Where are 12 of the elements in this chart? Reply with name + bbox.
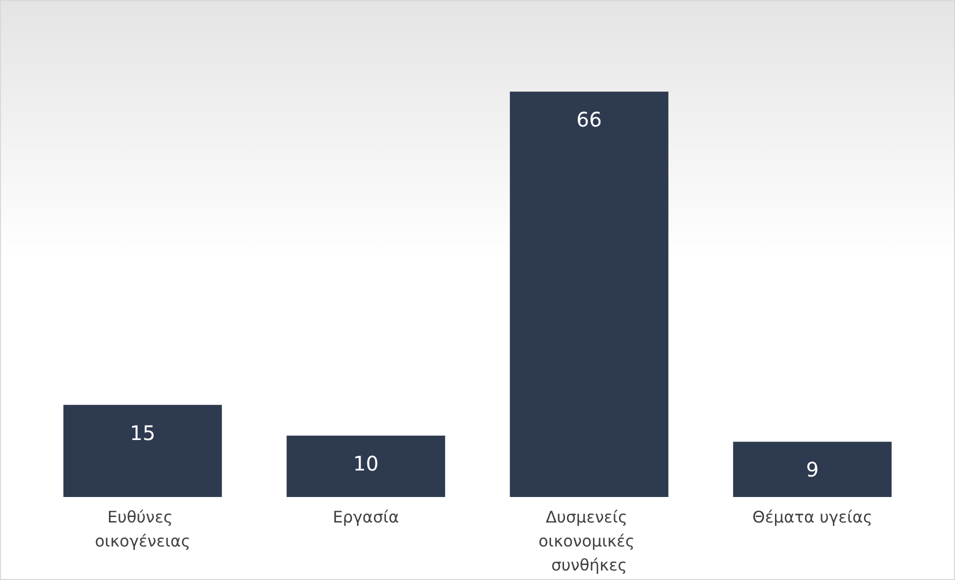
bar [510,92,668,497]
x-tick-label: Δυσμενείς οικονομικές συνθήκες [538,508,640,574]
x-tick-label: Θέματα υγείας [752,508,872,526]
bar [286,436,446,497]
data-label: 10 [353,452,379,476]
x-tick-label: Εργασία [332,508,400,526]
data-label: 9 [806,458,819,482]
bar [733,442,892,497]
data-label: 15 [130,420,156,445]
data-label: 66 [576,108,602,132]
x-tick-label: Ευθύνες οικογένειας [94,508,190,550]
bar [63,404,222,497]
